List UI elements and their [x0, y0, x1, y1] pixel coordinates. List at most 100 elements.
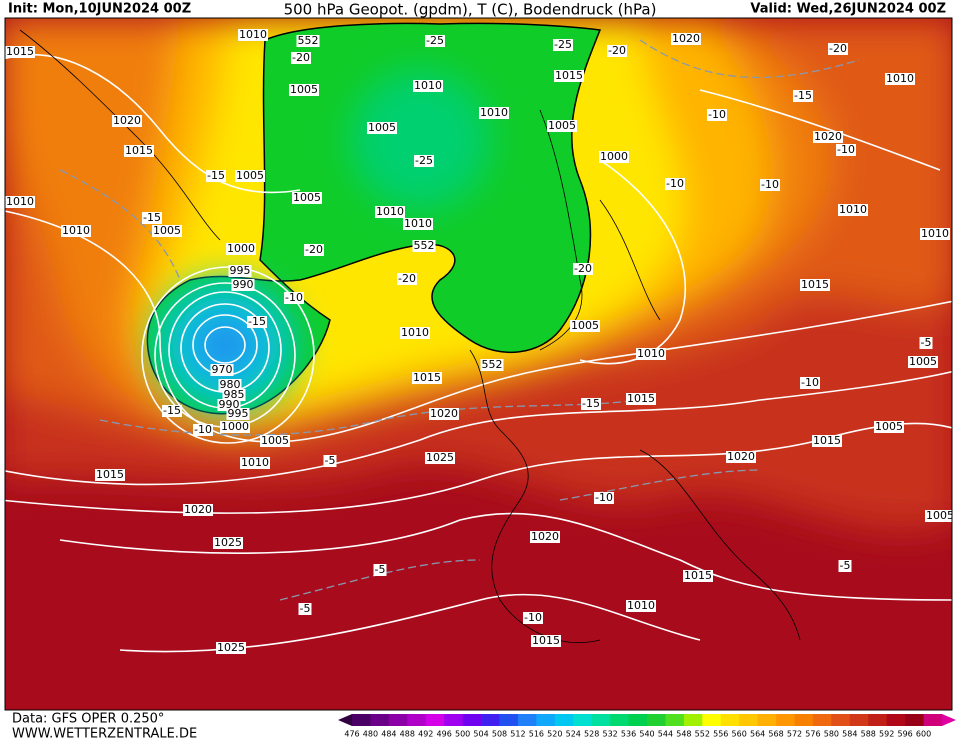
contour-label-box: [425, 35, 445, 47]
coastlines: [19, 29, 801, 643]
contour-label-box: [222, 389, 246, 401]
contour-label-box: [397, 273, 417, 285]
colorbar-swatch: [683, 714, 703, 726]
contour-label-box: [800, 377, 820, 389]
colorbar-swatch: [647, 714, 666, 726]
colorbar-swatch: [812, 714, 832, 726]
contour-label: -25: [426, 34, 444, 47]
colorbar-swatch: [610, 714, 630, 726]
contour-label-box: [240, 457, 270, 469]
contour-label: 1025: [426, 451, 454, 464]
colorbar-label: 536: [621, 730, 636, 739]
contour-label: 1005: [261, 434, 289, 447]
contour-label-box: [213, 537, 243, 549]
contour-label: -20: [292, 51, 310, 64]
contour-label-box: [226, 408, 250, 420]
colorbar-label: 576: [805, 730, 820, 739]
contour-label-box: [218, 379, 242, 391]
contour-label: -20: [608, 44, 626, 57]
contour-label-box: [547, 120, 577, 132]
colorbar-swatch: [536, 714, 556, 726]
contour-label-box: [95, 469, 125, 481]
contour-label: 1010: [62, 224, 90, 237]
colorbar-swatch: [462, 714, 482, 726]
colorbar-swatch: [425, 714, 445, 726]
contour-label: 1010: [414, 79, 442, 92]
contour-label: -10: [801, 376, 819, 389]
colorbar-swatch: [591, 714, 611, 726]
contour-label-box: [554, 70, 584, 82]
colorbar-swatch: [407, 714, 427, 726]
contour-label-box: [228, 265, 252, 277]
contour-label: 1005: [293, 191, 321, 204]
colorbar-swatch: [886, 714, 906, 726]
contour-label-box: [152, 225, 182, 237]
colorbar: 476 480 484 488 492 496 500 504 508 512 516 520 524 5…: [338, 714, 956, 739]
init-time: Init: Mon,10JUN2024 00Z: [8, 2, 191, 17]
map-field: 1015 1010 552 -20 -25 -25 -20 1020 -20 1010 1005 10…: [5, 18, 954, 710]
colorbar-label: 524: [566, 730, 581, 739]
contour-label: 1005: [236, 169, 264, 182]
contour-label: 1010: [480, 106, 508, 119]
contour-label: 1000: [227, 242, 255, 255]
colorbar-swatch: [831, 714, 851, 726]
contour-label: 1015: [555, 69, 583, 82]
colorbar-label: 572: [787, 730, 802, 739]
contour-label-box: [292, 192, 322, 204]
colorbar-label: 516: [529, 730, 544, 739]
contour-label: -5: [300, 602, 311, 615]
contour-label-box: [599, 151, 629, 163]
colorbar-label: 476: [344, 730, 359, 739]
contour-label: 1000: [221, 420, 249, 433]
contour-label-box: [665, 178, 685, 190]
contour-label: 1015: [801, 278, 829, 291]
contour-label: 1020: [184, 503, 212, 516]
contour-label: 1000: [600, 150, 628, 163]
contour-label: 1005: [368, 121, 396, 134]
colorbar-label: 500: [455, 730, 470, 739]
contour-label: 1005: [571, 319, 599, 332]
contour-label: -15: [143, 211, 161, 224]
contour-label: 1015: [813, 434, 841, 447]
colorbar-label: 528: [584, 730, 599, 739]
contour-label-box: [581, 398, 601, 410]
contour-label-box: [296, 35, 320, 47]
colorbar-label: 568: [768, 730, 783, 739]
colorbar-label: 512: [510, 730, 525, 739]
contour-label: -10: [837, 143, 855, 156]
contour-label-box: [800, 279, 830, 291]
contour-label: -15: [163, 404, 181, 417]
colorbar-swatch: [702, 714, 722, 726]
contour-label-box: [636, 348, 666, 360]
map-title: 500 hPa Geopot. (gpdm), T (C), Bodendruc…: [284, 1, 657, 19]
isotherms: [59, 39, 860, 601]
colorbar-label: 540: [639, 730, 654, 739]
contour-label-box: [124, 145, 154, 157]
contour-label-box: [793, 90, 813, 102]
contour-label-box: [238, 29, 268, 41]
contour-label: -15: [248, 315, 266, 328]
contour-label-box: [626, 393, 656, 405]
contour-label-box: [813, 131, 843, 143]
contour-label-box: [403, 218, 433, 230]
contour-label-box: [220, 421, 250, 433]
colorbar-swatch: [481, 714, 500, 726]
colorbar-swatch: [739, 714, 759, 726]
contour-label: -10: [595, 491, 613, 504]
contour-label-box: [838, 204, 868, 216]
contour-label: 1005: [926, 509, 954, 522]
contour-label: 1010: [839, 203, 867, 216]
contour-label: 995: [228, 407, 249, 420]
contour-label-box: [235, 170, 265, 182]
contour-label-box: [413, 80, 443, 92]
contour-label: -20: [305, 243, 323, 256]
colorbar-label: 584: [842, 730, 857, 739]
contour-label: 1020: [814, 130, 842, 143]
contour-label-box: [193, 424, 213, 436]
colorbar-swatch: [868, 714, 888, 726]
contour-label: 1010: [921, 227, 949, 240]
contour-label: 995: [230, 264, 251, 277]
colorbar-label: 560: [732, 730, 747, 739]
contour-label-box: [112, 115, 142, 127]
